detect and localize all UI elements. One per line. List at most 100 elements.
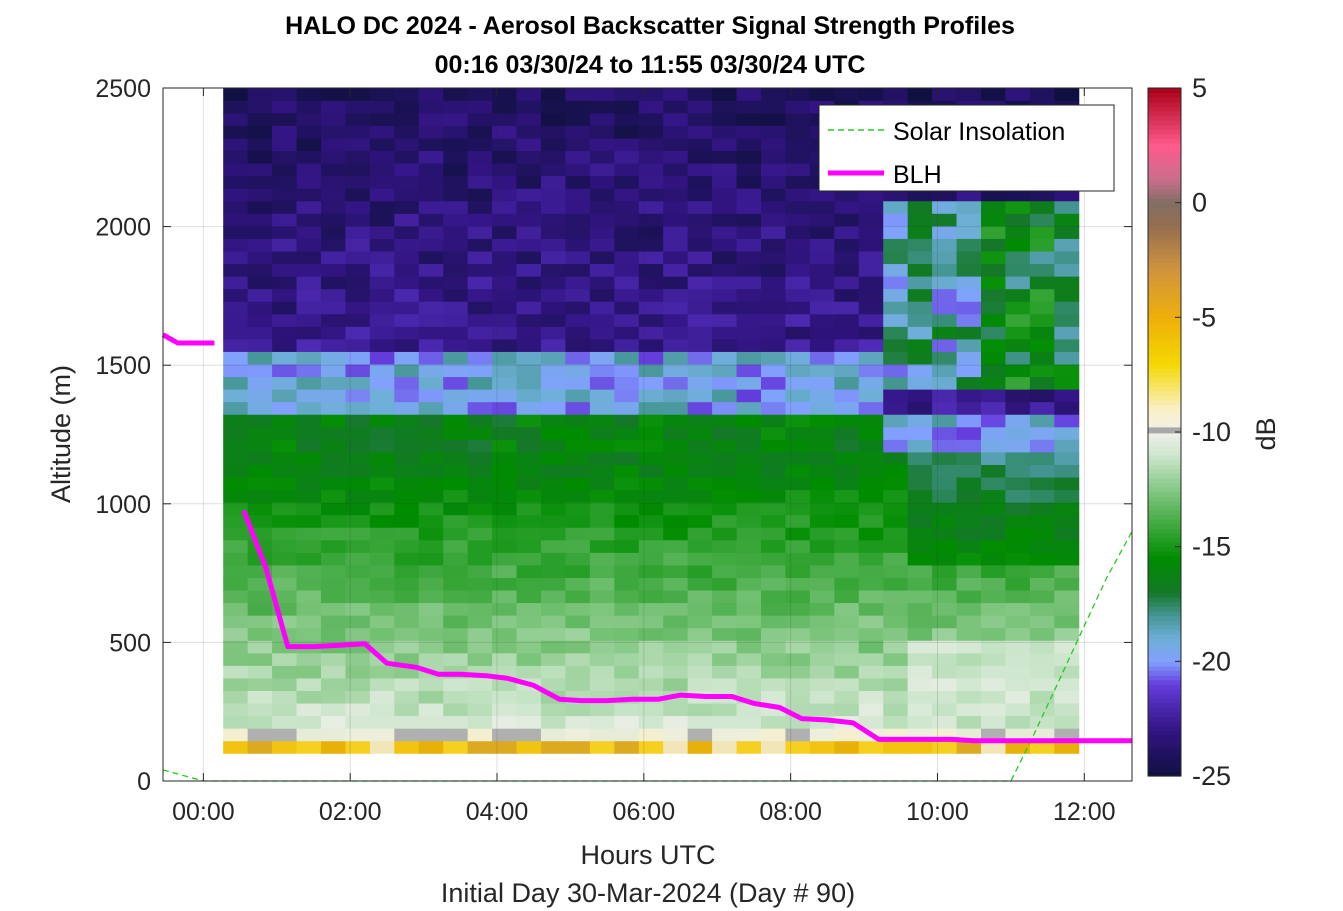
- heatmap-cell: [589, 426, 615, 440]
- heatmap-cell: [443, 364, 469, 378]
- heatmap-cell: [443, 539, 469, 553]
- heatmap-cell: [858, 326, 884, 340]
- heatmap-cell: [638, 703, 664, 717]
- heatmap-cell: [736, 112, 762, 126]
- heatmap-cell: [394, 728, 420, 742]
- heatmap-cell: [492, 577, 518, 591]
- x-axis-label-day: Initial Day 30-Mar-2024 (Day # 90): [441, 878, 855, 908]
- heatmap-cell: [638, 137, 664, 152]
- heatmap-cell: [614, 401, 640, 415]
- heatmap-cell: [809, 527, 835, 541]
- heatmap-cell: [1005, 602, 1031, 616]
- x-tick-label: 02:00: [319, 798, 382, 826]
- heatmap-cell: [565, 715, 591, 729]
- heatmap-cell: [1029, 376, 1055, 390]
- heatmap-cell: [760, 163, 786, 177]
- heatmap-cell: [785, 250, 811, 265]
- heatmap-cell: [467, 112, 493, 126]
- heatmap-cell: [223, 715, 249, 729]
- heatmap-cell: [858, 301, 884, 315]
- heatmap-cell: [638, 263, 664, 277]
- heatmap-cell: [956, 514, 982, 528]
- heatmap-cell: [589, 489, 615, 503]
- heatmap-cell: [907, 552, 933, 566]
- heatmap-cell: [932, 464, 958, 478]
- colorbar-segment: [1148, 97, 1181, 103]
- heatmap-cell: [614, 376, 640, 390]
- colorbar-segment: [1148, 409, 1181, 415]
- heatmap-cell: [1005, 213, 1031, 227]
- heatmap-cell: [736, 577, 762, 591]
- heatmap-cell: [443, 150, 469, 164]
- heatmap-cell: [540, 564, 566, 578]
- heatmap-cell: [809, 552, 835, 566]
- colorbar-segment: [1148, 537, 1181, 543]
- heatmap-cell: [296, 364, 322, 378]
- heatmap-cell: [492, 527, 518, 541]
- heatmap-cell: [614, 640, 640, 654]
- heatmap-cell: [589, 640, 615, 654]
- colorbar-segment: [1148, 138, 1181, 144]
- heatmap-cell: [638, 326, 664, 340]
- colorbar-segment: [1148, 441, 1181, 447]
- heatmap-cell: [907, 414, 933, 428]
- heatmap-cell: [687, 439, 713, 453]
- heatmap-cell: [540, 677, 566, 691]
- heatmap-cell: [247, 715, 273, 729]
- heatmap-cell: [1005, 439, 1031, 453]
- heatmap-cell: [1054, 552, 1080, 566]
- colorbar-segment: [1148, 390, 1181, 396]
- colorbar-segment: [1148, 615, 1181, 621]
- heatmap-cell: [663, 112, 689, 126]
- heatmap-cell: [223, 401, 249, 415]
- heatmap-cell: [712, 640, 738, 654]
- heatmap-cell: [614, 313, 640, 327]
- heatmap-cell: [467, 414, 493, 428]
- colorbar-segment: [1148, 106, 1181, 112]
- heatmap-cell: [345, 564, 371, 578]
- heatmap-cell: [296, 326, 322, 340]
- heatmap-cell: [760, 188, 786, 202]
- heatmap-cell: [785, 728, 811, 742]
- heatmap-cell: [760, 464, 786, 478]
- heatmap-cell: [443, 615, 469, 629]
- heatmap-cell: [834, 338, 860, 352]
- colorbar-segment: [1148, 574, 1181, 580]
- heatmap-cell: [1029, 489, 1055, 503]
- heatmap-cell: [492, 590, 518, 604]
- heatmap-cell: [320, 276, 346, 290]
- heatmap-cell: [320, 112, 346, 126]
- colorbar-segment: [1148, 597, 1181, 603]
- heatmap-cell: [663, 590, 689, 604]
- heatmap-cell: [345, 715, 371, 729]
- heatmap-cell: [907, 539, 933, 553]
- heatmap-cell: [467, 401, 493, 415]
- heatmap-cell: [736, 665, 762, 679]
- heatmap-cell: [223, 175, 249, 189]
- heatmap-cell: [565, 200, 591, 214]
- heatmap-cell: [394, 690, 420, 704]
- heatmap-cell: [834, 376, 860, 390]
- heatmap-cell: [369, 401, 395, 415]
- heatmap-cell: [272, 552, 298, 566]
- heatmap-cell: [320, 351, 346, 365]
- heatmap-cell: [394, 590, 420, 604]
- heatmap-cell: [296, 238, 322, 252]
- heatmap-cell: [394, 175, 420, 189]
- heatmap-cell: [467, 87, 493, 101]
- heatmap-cell: [296, 577, 322, 591]
- y-tick-label: 1000: [95, 491, 151, 519]
- heatmap-cell: [565, 414, 591, 428]
- heatmap-cell: [589, 715, 615, 729]
- heatmap-cell: [883, 502, 909, 516]
- heatmap-cell: [785, 188, 811, 202]
- colorbar-segment: [1148, 592, 1181, 598]
- heatmap-cell: [418, 351, 444, 365]
- heatmap-cell: [296, 615, 322, 629]
- heatmap-cell: [858, 502, 884, 516]
- heatmap-cell: [589, 313, 615, 327]
- heatmap-cell: [883, 539, 909, 553]
- heatmap-cell: [320, 665, 346, 679]
- heatmap-cell: [296, 489, 322, 503]
